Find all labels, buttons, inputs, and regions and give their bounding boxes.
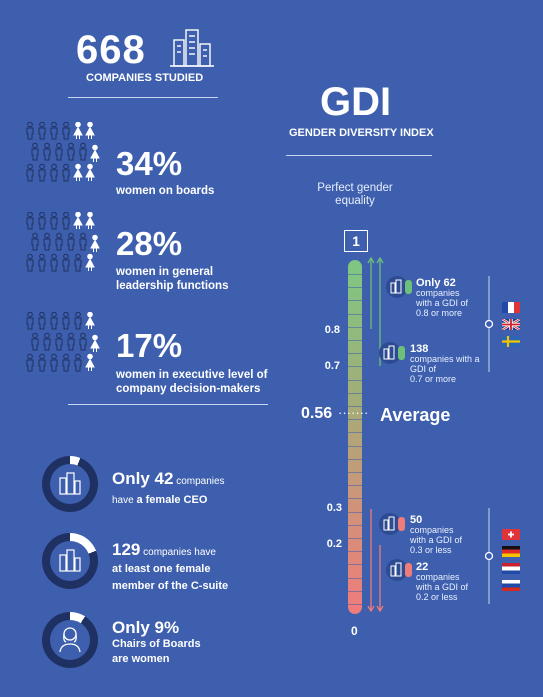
note-gdi-02: 22 companies with a GDI of 0.2 or less: [416, 561, 469, 603]
tick-label: 0.7: [324, 360, 340, 372]
buildings-icon: [386, 559, 412, 581]
perfect-equality-value: 1: [344, 230, 368, 252]
sweden-flag-icon: [502, 336, 520, 347]
ring-text: 129 companies have at least one female m…: [112, 540, 229, 592]
scale-tick: [348, 300, 362, 302]
gdi-title: GDI: [320, 80, 392, 124]
average-dots: ·······: [338, 405, 369, 420]
ring-ceo: [42, 456, 98, 512]
buildings-icon: [379, 513, 405, 535]
scale-tick: [348, 564, 362, 566]
buildings-icon: [59, 472, 81, 495]
range-arrows: [367, 256, 384, 613]
divider: [68, 404, 268, 405]
note-gdi-07: 138 companies with a GDI of 0.7 or more: [410, 343, 480, 385]
divider: [286, 155, 432, 156]
scale-tick: [348, 577, 362, 579]
scale-tick: [348, 379, 362, 381]
buildings-icon: [379, 342, 405, 364]
buildings-icon: [170, 29, 214, 67]
switzerland-flag-icon: [502, 529, 520, 540]
scale-tick: [348, 406, 362, 407]
stat-label: women on boards: [116, 185, 215, 197]
scale-tick: [348, 590, 362, 592]
stat-value: 34%: [116, 145, 183, 182]
scale-tick: [348, 326, 362, 328]
woman-icon: [59, 627, 81, 653]
buildings-icon: [59, 549, 81, 572]
scale-tick: [348, 313, 362, 315]
tick-label: 0.8: [324, 324, 340, 336]
scale-tick: [348, 538, 362, 539]
stat-value: 28%: [116, 225, 183, 262]
scale-tick: [348, 287, 362, 289]
stat-label: women in general leadership functions: [116, 266, 229, 292]
scale-tick: [348, 498, 362, 500]
divider: [68, 97, 218, 98]
gdi-subtitle: GENDER DIVERSITY INDEX: [289, 127, 434, 139]
ring-text: Only 9% Chairs of Boards are women: [112, 618, 201, 665]
scale-tick: [348, 604, 362, 605]
scale-tick: [348, 432, 362, 434]
bracket: [485, 276, 494, 604]
uk-flag-icon: [502, 319, 520, 330]
scale-tick: [348, 445, 362, 447]
scale-tick: [348, 419, 362, 421]
average-label: Average: [380, 405, 451, 425]
people-icon: [26, 122, 100, 182]
scale-tick: [348, 511, 362, 513]
france-flag-icon: [502, 302, 520, 313]
tick-label: 0.3: [326, 502, 342, 514]
scale-tick: [348, 485, 362, 487]
germany-flag-icon: [502, 546, 520, 557]
stat-value: 17%: [116, 327, 183, 364]
note-gdi-03: 50 companies with a GDI of 0.3 or less: [410, 514, 463, 556]
perfect-equality-label: Perfect gender equality: [317, 182, 393, 207]
ring-csuite: [42, 533, 98, 589]
buildings-icon: [386, 276, 412, 298]
ring-text: Only 42 companies have a female CEO: [112, 469, 225, 506]
companies-count: 668: [76, 28, 146, 72]
companies-studied-label: COMPANIES STUDIED: [86, 72, 204, 84]
note-gdi-08: Only 62 companies with a GDI of 0.8 or more: [416, 277, 469, 319]
people-icon: [26, 212, 100, 272]
scale-tick: [348, 366, 362, 368]
tick-label: 0: [351, 624, 358, 638]
scale-tick: [348, 472, 362, 473]
scale-tick: [348, 353, 362, 355]
scale-tick: [348, 551, 362, 553]
people-icon: [26, 312, 100, 372]
scale-tick: [348, 340, 362, 341]
scale-tick: [348, 458, 362, 460]
netherlands-flag-icon: [502, 563, 520, 574]
russia-flag-icon: [502, 580, 520, 591]
ring-chairs: [42, 612, 98, 668]
average-value: 0.56: [301, 405, 333, 422]
scale-tick: [348, 524, 362, 526]
scale-tick: [348, 274, 362, 275]
scale-tick: [348, 392, 362, 394]
stat-label: women in executive level of company decis…: [116, 369, 268, 395]
tick-label: 0.2: [326, 538, 342, 550]
